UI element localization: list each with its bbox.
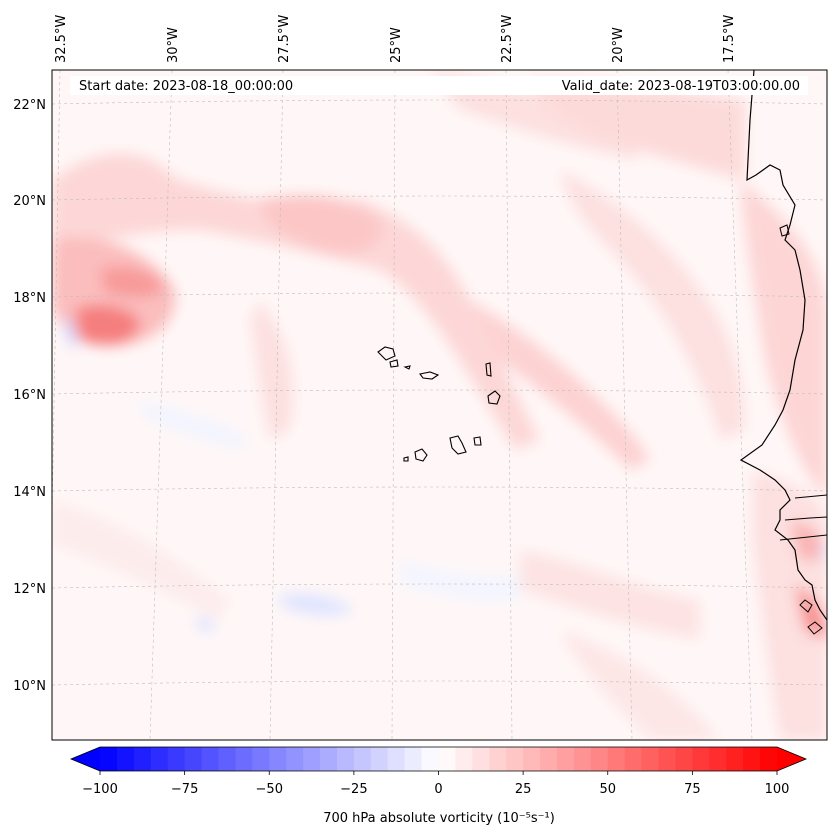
colorbar-bin — [387, 747, 406, 771]
colorbar-bin — [573, 747, 592, 771]
colorbar-tick-label: 50 — [599, 782, 616, 797]
colorbar-tick-label: 25 — [515, 782, 532, 797]
colorbar-bin — [421, 747, 440, 771]
date-band — [70, 76, 808, 95]
start-date-label: Start date: 2023-08-18_00:00:00 — [79, 79, 293, 94]
colorbar-bin — [150, 747, 169, 771]
colorbar-bin — [320, 747, 338, 771]
cape-verde-islands — [377, 346, 501, 462]
valid-date-label: Valid_date: 2023-08-19T03:00:00.00 — [562, 79, 800, 94]
longitude-label: 30°W — [166, 27, 181, 63]
colorbar-bin — [269, 747, 287, 771]
colorbar-bin — [201, 747, 220, 771]
longitude-label: 22.5°W — [500, 15, 515, 63]
colorbar-tick-label: −75 — [171, 782, 198, 797]
latitude-labels: 22°N 20°N 18°N 16°N 14°N 12°N 10°N — [13, 98, 46, 694]
colorbar-tick-label: −50 — [256, 782, 283, 797]
colorbar-bin — [590, 747, 609, 771]
graticule — [52, 70, 827, 740]
longitude-label: 25°W — [389, 27, 404, 63]
colorbar-bin — [472, 747, 490, 771]
latitude-label: 14°N — [13, 485, 46, 500]
colorbar-bin — [167, 747, 186, 771]
colorbar-extend-max — [777, 747, 806, 771]
colorbar-bin — [438, 747, 457, 771]
colorbar-bin — [506, 747, 524, 771]
colorbar-tick-label: 0 — [434, 782, 442, 797]
colorbar-bin — [624, 747, 643, 771]
map-frame — [51, 69, 828, 741]
latitude-label: 12°N — [13, 582, 46, 597]
longitude-label: 20°W — [611, 27, 626, 63]
latitude-label: 10°N — [13, 679, 46, 694]
colorbar-bin — [100, 747, 118, 771]
colorbar-bin — [658, 747, 677, 771]
colorbar-bin — [760, 747, 778, 771]
colorbar-tick-label: −100 — [82, 782, 118, 797]
colorbar-bin — [353, 747, 372, 771]
colorbar-bin — [303, 747, 321, 771]
colorbar-tick-label: 100 — [765, 782, 790, 797]
colorbar-bin — [235, 747, 253, 771]
coastline-africa — [739, 70, 827, 621]
colorbar-bin — [218, 747, 236, 771]
colorbar-bin — [709, 747, 727, 771]
colorbar-bin — [404, 747, 423, 771]
longitude-labels: 32.5°W 30°W 27.5°W 25°W 22.5°W 20°W 17.5°W — [54, 15, 737, 63]
colorbar-bin — [523, 747, 541, 771]
colorbar-bin — [184, 747, 203, 771]
longitude-label: 32.5°W — [54, 15, 69, 63]
colorbar-label: 700 hPa absolute vorticity (10⁻⁵s⁻¹) — [323, 811, 555, 826]
colorbar-bin — [286, 747, 304, 771]
latitude-label: 16°N — [13, 388, 46, 403]
colorbar-bin — [556, 747, 575, 771]
colorbar-bin — [641, 747, 660, 771]
colorbar-bin — [252, 747, 270, 771]
latitude-label: 22°N — [13, 98, 46, 113]
colorbar-bin — [489, 747, 507, 771]
colorbar-bin — [726, 747, 744, 771]
colorbar-tick-label: 75 — [684, 782, 701, 797]
colorbar-bin — [743, 747, 761, 771]
colorbar-bin — [336, 747, 355, 771]
latitude-label: 20°N — [13, 194, 46, 209]
longitude-label: 27.5°W — [277, 15, 292, 63]
colorbar-bin — [133, 747, 152, 771]
colorbar-extend-min — [71, 747, 100, 771]
colorbar: −100 −75 −50 −25 0 25 50 75 100 700 hPa absolute… — [69, 746, 808, 826]
colorbar-tick-label: −25 — [340, 782, 367, 797]
vorticity-field — [52, 70, 827, 740]
latitude-label: 18°N — [13, 291, 46, 306]
colorbar-bin — [607, 747, 626, 771]
colorbar-bin — [692, 747, 710, 771]
longitude-label: 17.5°W — [722, 15, 737, 63]
colorbar-bin — [540, 747, 558, 771]
colorbar-bin — [116, 747, 135, 771]
colorbar-bin — [675, 747, 693, 771]
colorbar-bin — [455, 747, 473, 771]
colorbar-bin — [370, 747, 389, 771]
